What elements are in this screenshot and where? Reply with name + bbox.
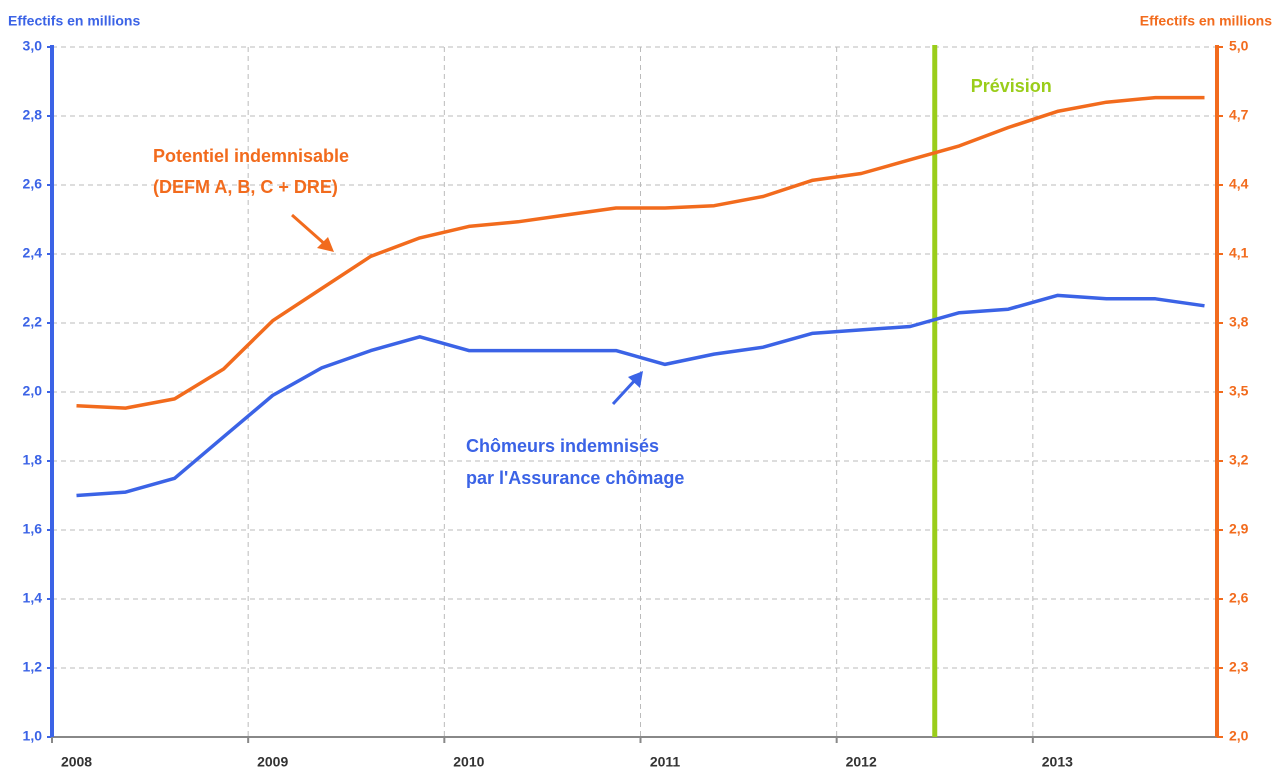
annotation: par l'Assurance chômage [466,468,684,488]
y-axis-title: Effectifs en millions [8,13,140,29]
y2-tick-label: 5,0 [1229,38,1249,54]
y2-tick-label: 3,5 [1229,383,1249,399]
y2-tick-label: 4,4 [1229,176,1249,192]
forecast-label: Prévision [971,76,1052,96]
annotation: Potentiel indemnisable [153,146,349,166]
x-tick-label: 2011 [650,754,681,770]
annotation-arrowhead [628,371,643,388]
y-tick-label: 1,4 [23,590,43,606]
annotation-arrow [291,213,328,248]
y2-tick-label: 2,6 [1229,590,1249,606]
y2-tick-label: 2,9 [1229,521,1249,537]
y2-tick-label: 3,8 [1229,314,1249,330]
x-tick-label: 2010 [453,754,484,770]
y-tick-label: 2,4 [23,245,43,261]
y-tick-label: 1,0 [23,728,43,744]
y2-axis-title: Effectifs en millions [1140,13,1272,29]
y-tick-label: 1,2 [23,659,43,675]
y-tick-label: 2,0 [23,383,43,399]
annotation-arrowhead [317,237,334,252]
y2-tick-label: 2,3 [1229,659,1249,675]
y-tick-label: 2,6 [23,176,43,192]
y-tick-label: 1,8 [23,452,43,468]
y2-tick-label: 2,0 [1229,728,1249,744]
y-tick-label: 2,8 [23,107,43,123]
x-tick-label: 2012 [846,754,877,770]
series-line [76,95,1205,410]
y2-tick-label: 4,7 [1229,107,1249,123]
series-line [76,293,1205,498]
y2-tick-label: 4,1 [1229,245,1249,261]
y2-tick-label: 3,2 [1229,452,1249,468]
annotation-arrow [611,377,638,406]
y-tick-label: 2,2 [23,314,43,330]
x-tick-label: 2013 [1042,754,1073,770]
y-tick-label: 1,6 [23,521,43,537]
y-tick-label: 3,0 [23,38,43,54]
x-tick-label: 2009 [257,754,288,770]
annotation: (DEFM A, B, C + DRE) [153,177,338,197]
x-tick-label: 2008 [61,754,92,770]
annotation: Chômeurs indemnisés [466,436,659,456]
